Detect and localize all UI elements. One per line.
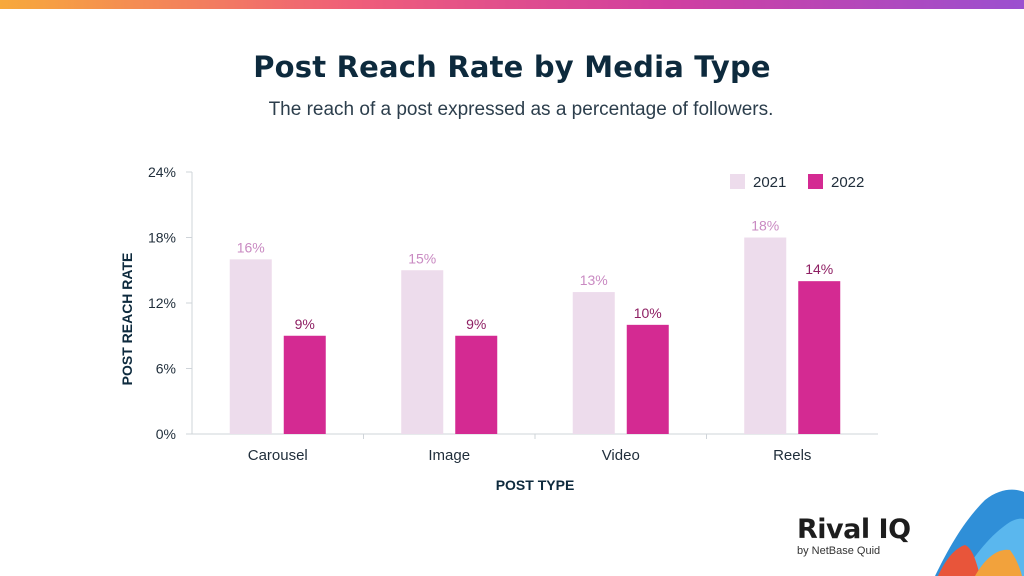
legend-label-2022: 2022 <box>831 174 864 191</box>
x-category-label: Video <box>602 447 640 464</box>
data-label: 9% <box>295 316 315 332</box>
data-label: 15% <box>408 250 436 266</box>
x-category-label: Reels <box>773 447 811 464</box>
chart-subtitle: The reach of a post expressed as a perce… <box>268 99 774 120</box>
logo-wordmark: Rival IQ <box>797 514 911 545</box>
x-axis-title: POST TYPE <box>496 477 575 493</box>
bar-carousel-2021 <box>229 259 272 434</box>
bar-reels-2022 <box>798 281 841 434</box>
y-tick-label: 6% <box>156 361 176 377</box>
bar-video-2022 <box>626 324 669 434</box>
y-tick-label: 24% <box>148 164 176 180</box>
top-gradient-bar <box>0 0 1024 9</box>
logo-tagline: by NetBase Quid <box>797 545 881 557</box>
bar-image-2021 <box>401 270 444 434</box>
data-label: 18% <box>751 218 779 234</box>
bar-image-2022 <box>455 335 498 434</box>
chart-title: Post Reach Rate by Media Type <box>253 50 771 84</box>
bar-reels-2021 <box>744 237 787 434</box>
bar-carousel-2022 <box>283 335 326 434</box>
data-label: 10% <box>634 305 662 321</box>
data-label: 16% <box>237 239 265 255</box>
data-label: 14% <box>805 261 833 277</box>
rival-iq-logo: Rival IQ by NetBase Quid <box>797 514 927 558</box>
y-tick-label: 0% <box>156 426 176 442</box>
legend-swatch-2022 <box>808 174 823 189</box>
x-category-label: Image <box>428 447 470 464</box>
legend-swatch-2021 <box>730 174 745 189</box>
y-tick-label: 12% <box>148 295 176 311</box>
data-label: 9% <box>466 316 486 332</box>
y-tick-label: 18% <box>148 230 176 246</box>
y-axis-title: POST REACH RATE <box>119 253 135 386</box>
x-category-label: Carousel <box>248 447 308 464</box>
legend-label-2021: 2021 <box>753 174 786 191</box>
bar-video-2021 <box>572 292 615 434</box>
data-label: 13% <box>580 272 608 288</box>
